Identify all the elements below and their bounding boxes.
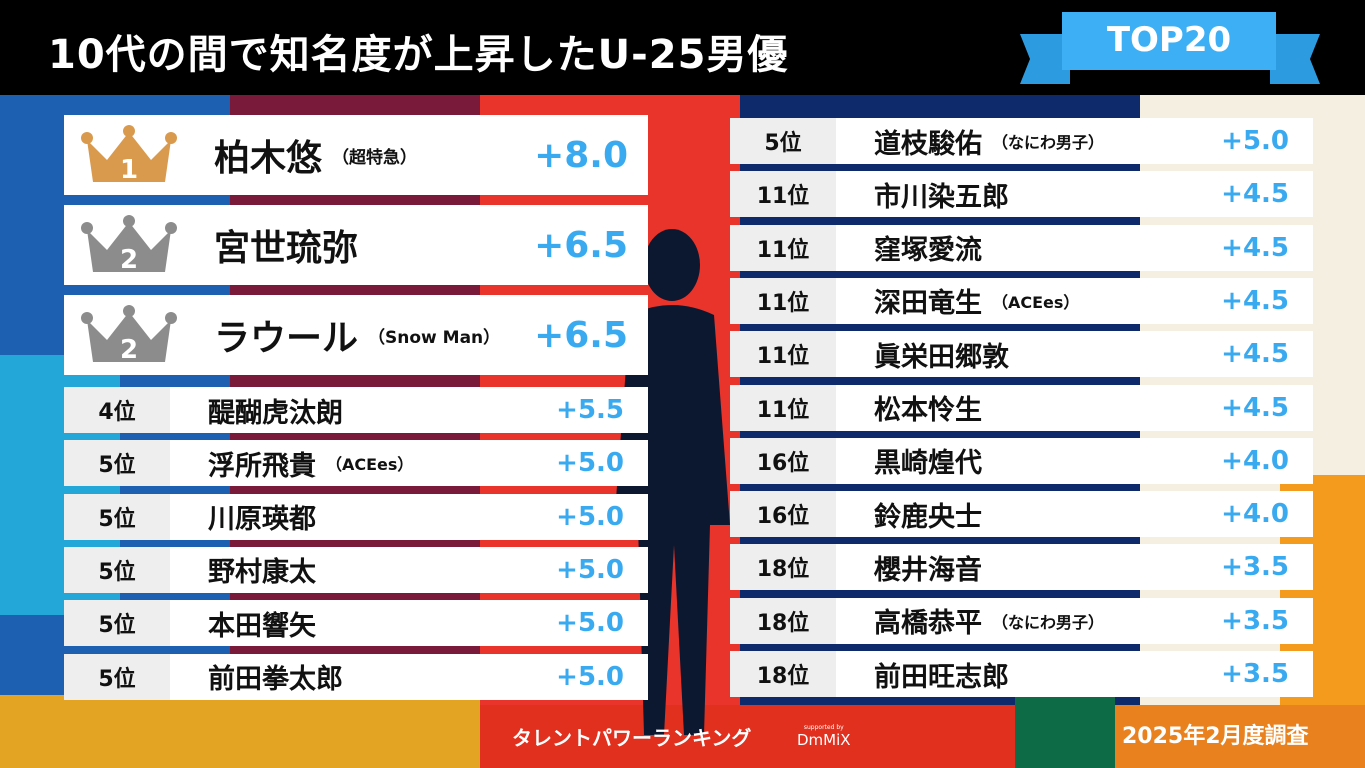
supported-by-label: supported by <box>803 724 844 731</box>
rank-label: 11位 <box>730 224 836 271</box>
group-name: （Snow Man） <box>368 327 501 348</box>
ranking-row: 5位 前田拳太郎 +5.0 <box>64 653 648 700</box>
rank-label: 11位 <box>730 171 836 218</box>
ranking-row: 11位 市川染五郎 +4.5 <box>730 171 1313 218</box>
survey-date: 2025年2月度調査 <box>1122 724 1309 749</box>
rank-label: 16位 <box>730 491 836 538</box>
ranking-row: 16位 鈴鹿央士 +4.0 <box>730 491 1313 538</box>
score-value: +4.5 <box>1221 392 1289 423</box>
ranking-row: 16位 黒崎煌代 +4.0 <box>730 437 1313 484</box>
score-value: +5.0 <box>556 608 624 639</box>
score-value: +5.0 <box>1221 126 1289 156</box>
actor-name: 醍醐虎汰朗 <box>208 397 343 429</box>
ranking-row: 11位 松本怜生 +4.5 <box>730 384 1313 431</box>
score-value: +5.5 <box>556 395 624 425</box>
actor-name: 前田旺志郎 <box>874 661 1009 693</box>
score-value: +4.5 <box>1221 285 1289 316</box>
actor-name: 市川染五郎 <box>874 181 1009 213</box>
top20-badge: TOP20 <box>1062 12 1276 70</box>
score-value: +8.0 <box>534 134 628 176</box>
ranking-row: 5位 道枝駿佑 （なにわ男子） +5.0 <box>730 118 1313 164</box>
rank-label: 5位 <box>64 440 170 487</box>
talent-power-ranking-logo: タレントパワーランキング <box>512 726 752 750</box>
score-value: +5.0 <box>556 501 624 532</box>
rank-label: 18位 <box>730 597 836 644</box>
actor-name: ラウール <box>214 318 359 359</box>
ranking-row: 11位 眞栄田郷敦 +4.5 <box>730 331 1313 378</box>
actor-name: 窪塚愛流 <box>874 235 982 267</box>
score-value: +3.5 <box>1221 605 1289 636</box>
ranking-row: 5位 浮所飛貴 （ACEes） +5.0 <box>64 440 648 487</box>
ranking-row: 18位 前田旺志郎 +3.5 <box>730 651 1313 697</box>
score-value: +5.0 <box>556 554 624 585</box>
rank-label: 18位 <box>730 651 836 697</box>
page-title: 10代の間で知名度が上昇したU-25男優 <box>48 32 789 78</box>
rank-label: 11位 <box>730 277 836 324</box>
group-name: （ACEes） <box>326 455 414 475</box>
silver-crown-icon: 2 <box>64 295 194 375</box>
rank-label: 4位 <box>64 387 170 433</box>
group-name: （なにわ男子） <box>992 133 1105 152</box>
score-value: +5.0 <box>556 448 624 479</box>
actor-name: 眞栄田郷敦 <box>874 341 1009 373</box>
ranking-row: 5位 川原瑛都 +5.0 <box>64 493 648 540</box>
actor-name: 鈴鹿央士 <box>874 501 982 533</box>
actor-name: 道枝駿佑 <box>874 128 982 160</box>
score-value: +6.5 <box>534 314 628 356</box>
sponsor-name: DmMiX <box>797 731 851 749</box>
rank-label: 5位 <box>64 493 170 540</box>
actor-name: 本田響矢 <box>208 610 316 642</box>
rank-label: 16位 <box>730 437 836 484</box>
actor-name: 柏木悠 <box>214 138 323 179</box>
silver-crown-icon: 2 <box>64 205 194 285</box>
score-value: +3.5 <box>1221 659 1289 689</box>
score-value: +4.5 <box>1221 232 1289 263</box>
ranking-row: 18位 櫻井海音 +3.5 <box>730 544 1313 591</box>
ranking-row: 5位 本田響矢 +5.0 <box>64 600 648 647</box>
ranking-row: 4位 醍醐虎汰朗 +5.5 <box>64 387 648 433</box>
crown-rank: 2 <box>120 245 138 275</box>
score-value: +5.0 <box>556 661 624 692</box>
actor-name: 川原瑛都 <box>208 504 316 536</box>
actor-name: 野村康太 <box>208 557 316 589</box>
actor-name: 松本怜生 <box>874 395 982 426</box>
actor-name: 浮所飛貴 <box>208 450 316 482</box>
rank-label: 5位 <box>730 118 836 164</box>
header-bar: 10代の間で知名度が上昇したU-25男優 TOP20 <box>0 0 1365 95</box>
rank-label: 18位 <box>730 544 836 591</box>
ranking-row: 5位 野村康太 +5.0 <box>64 546 648 593</box>
score-value: +4.5 <box>1221 179 1289 210</box>
rank-label: 5位 <box>64 546 170 593</box>
crown-rank: 2 <box>120 335 138 365</box>
rank-label: 11位 <box>730 331 836 378</box>
rank-label: 5位 <box>64 600 170 647</box>
top3-row: 2 宮世琉弥 +6.5 <box>64 205 648 285</box>
actor-name: 高橋恭平 <box>874 608 982 640</box>
score-value: +4.0 <box>1221 499 1289 530</box>
score-value: +6.5 <box>534 224 628 266</box>
ranking-row: 11位 窪塚愛流 +4.5 <box>730 224 1313 271</box>
actor-name: 深田竜生 <box>874 288 982 320</box>
actor-name: 前田拳太郎 <box>208 664 343 695</box>
gold-crown-icon: 1 <box>64 115 194 195</box>
sponsor-logo: supported by DmMiX <box>797 724 851 749</box>
crown-rank: 1 <box>120 155 138 185</box>
actor-name: 宮世琉弥 <box>214 228 359 269</box>
top3-row: 2 ラウール （Snow Man） +6.5 <box>64 295 648 375</box>
ranking-row: 18位 高橋恭平 （なにわ男子） +3.5 <box>730 597 1313 644</box>
score-value: +4.5 <box>1221 339 1289 370</box>
ranking-row: 11位 深田竜生 （ACEes） +4.5 <box>730 277 1313 324</box>
rank-label: 5位 <box>64 653 170 700</box>
rank-label: 11位 <box>730 384 836 431</box>
actor-name: 櫻井海音 <box>874 554 982 586</box>
group-name: （なにわ男子） <box>992 612 1105 632</box>
top20-ribbon: TOP20 <box>1020 12 1320 86</box>
score-value: +3.5 <box>1221 552 1289 583</box>
actor-name: 黒崎煌代 <box>874 448 982 480</box>
group-name: （ACEes） <box>992 292 1080 312</box>
score-value: +4.0 <box>1221 445 1289 476</box>
top3-row: 1 柏木悠 （超特急） +8.0 <box>64 115 648 195</box>
group-name: （超特急） <box>332 147 418 168</box>
